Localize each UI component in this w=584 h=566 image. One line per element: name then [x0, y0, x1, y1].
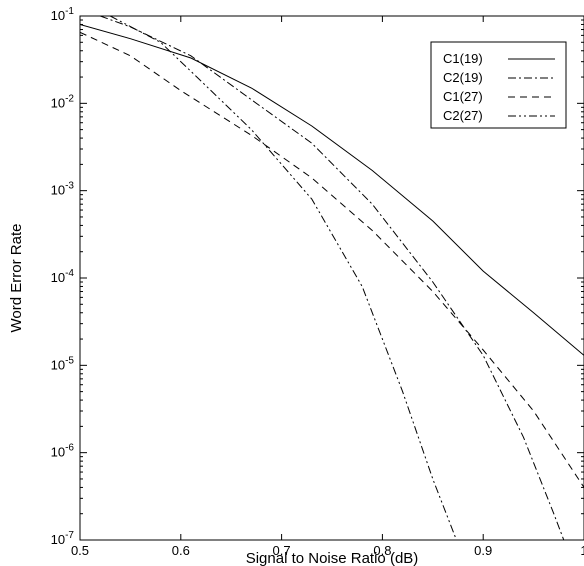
x-tick-label: 0.7 [273, 543, 291, 558]
y-tick-label: 10-2 [51, 93, 75, 110]
y-tick-label: 10-5 [51, 355, 75, 372]
series-line [100, 16, 565, 540]
axis-ticks: 0.5 0.6 0.7 0.8 0.9 1 10-7 10-6 10-5 10-4 10-3 10-2… [51, 6, 584, 558]
legend-label: C1(19) [443, 51, 483, 66]
series-line [109, 16, 457, 540]
y-axis-title: Word Error Rate [8, 224, 25, 333]
legend-box [430, 41, 567, 129]
x-tick-label: 0.5 [71, 543, 89, 558]
x-tick-label: 0.6 [172, 543, 190, 558]
legend-items: C1(19) C2(19) C1(27) C2(27) [443, 51, 555, 123]
legend-label: C2(27) [443, 108, 483, 123]
plot-area: 0.5 0.6 0.7 0.8 0.9 1 10-7 10-6 10-5 10-4 10-3 10-2… [51, 6, 584, 558]
x-tick-label: 0.8 [373, 543, 391, 558]
x-tick-label: 1 [580, 543, 584, 558]
legend-label: C1(27) [443, 89, 483, 104]
legend: C1(19) C2(19) C1(27) C2(27) [430, 41, 567, 129]
x-tick-label: 0.9 [474, 543, 492, 558]
y-tick-label: 10-3 [51, 181, 75, 198]
y-tick-label: 10-6 [51, 443, 75, 460]
series-line [80, 31, 584, 488]
x-axis-title: Signal to Noise Ratio (dB) [246, 550, 419, 566]
y-tick-label: 10-1 [51, 6, 75, 23]
series-group [80, 16, 584, 540]
legend-label: C2(19) [443, 70, 483, 85]
series-line [80, 24, 584, 356]
y-tick-label: 10-7 [51, 530, 75, 547]
y-tick-label: 10-4 [51, 268, 75, 285]
